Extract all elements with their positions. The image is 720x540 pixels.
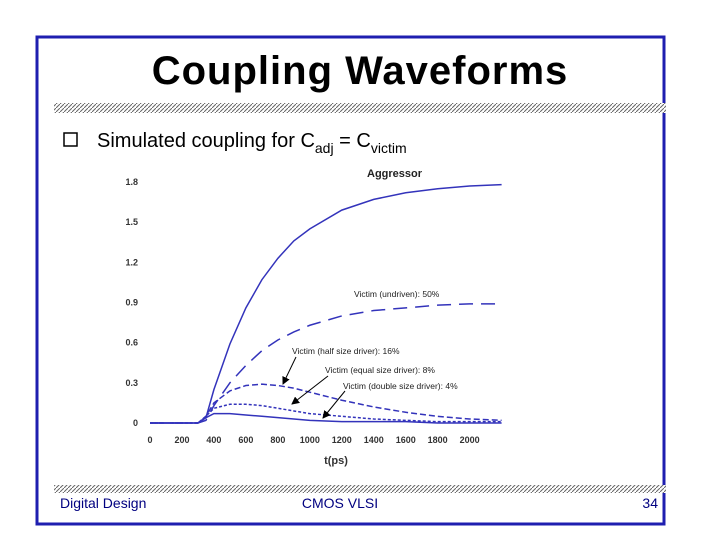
x-tick-label: 1400 [364, 435, 384, 445]
x-tick-label: 800 [270, 435, 285, 445]
series-label: Aggressor [367, 168, 423, 180]
series-line [150, 412, 502, 424]
x-tick-label: 400 [206, 435, 221, 445]
footer-center: CMOS VLSI [302, 495, 378, 511]
divider [54, 485, 666, 493]
y-tick-label: 0 [133, 418, 138, 428]
divider [54, 103, 666, 113]
footer-right: 34 [642, 495, 658, 511]
bullet-sub: adj [315, 140, 334, 156]
x-tick-label: 200 [174, 435, 189, 445]
x-tick-label: 1800 [428, 435, 448, 445]
series-label: Victim (undriven): 50% [354, 289, 440, 299]
y-tick-label: 1.8 [125, 177, 138, 187]
series-label: Victim (half size driver): 16% [292, 346, 400, 356]
bullet-part: Simulated coupling for C [97, 130, 315, 152]
series-label: Victim (equal size driver): 8% [325, 365, 435, 375]
y-tick-label: 0.9 [125, 298, 138, 308]
y-tick-label: 0.3 [125, 378, 138, 388]
series-label: Victim (double size driver): 4% [343, 381, 458, 391]
slide-border [35, 35, 666, 526]
x-axis-label: t(ps) [324, 455, 348, 467]
bullet-sub: victim [371, 140, 407, 156]
annotation-arrow [291, 375, 329, 405]
x-tick-label: 2000 [460, 435, 480, 445]
bullet-text: Simulated coupling for Cadj = Cvictim [97, 130, 407, 156]
annotation-arrow [282, 356, 297, 385]
slide-title: Coupling Waveforms [152, 49, 569, 93]
series-line [150, 303, 502, 424]
y-tick-label: 1.2 [125, 257, 138, 267]
bullet-part: = C [334, 130, 371, 152]
y-tick-label: 0.6 [125, 338, 138, 348]
footer-left: Digital Design [60, 495, 146, 511]
x-tick-label: 600 [238, 435, 253, 445]
annotation-arrow [322, 390, 346, 419]
x-tick-label: 1600 [396, 435, 416, 445]
y-tick-label: 1.5 [125, 217, 138, 227]
x-tick-label: 0 [147, 435, 152, 445]
x-tick-label: 1000 [300, 435, 320, 445]
bullet-icon [63, 132, 78, 147]
x-tick-label: 1200 [332, 435, 352, 445]
